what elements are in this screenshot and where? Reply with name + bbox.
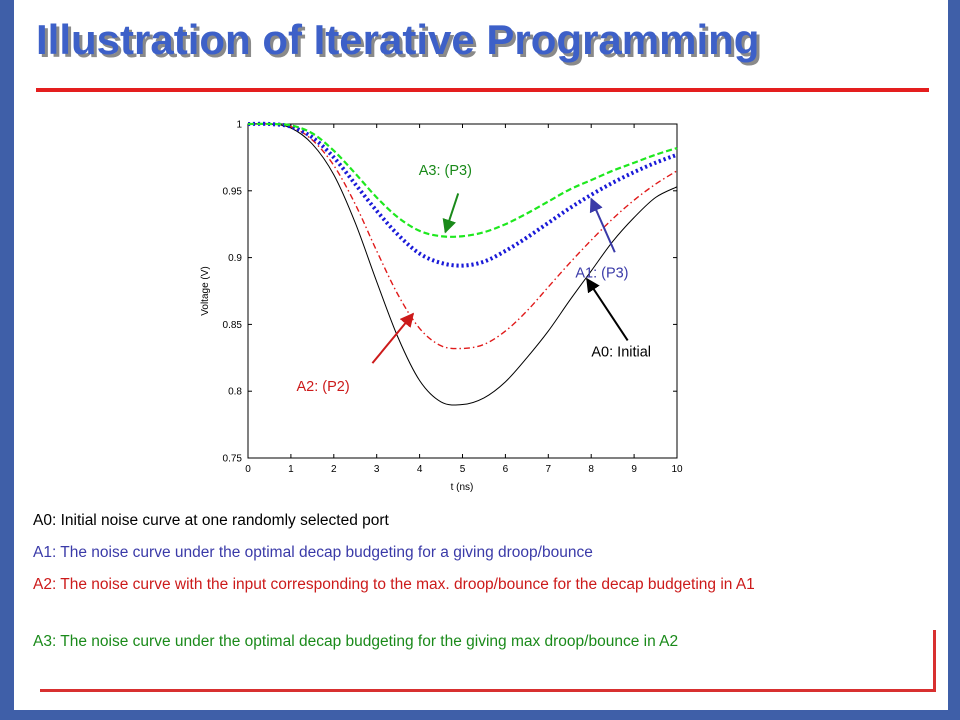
frame-left-bar — [0, 0, 14, 720]
slide-title: Illustration of Iterative Programming — [36, 16, 760, 63]
annotation-arrow-a3-p3 — [442, 193, 460, 234]
y-tick-label: 0.75 — [223, 454, 243, 465]
annotation-arrow-a0-initial — [586, 277, 629, 341]
y-tick-label: 0.95 — [223, 186, 243, 197]
y-tick-label: 1 — [236, 120, 242, 131]
voltage-chart: 0 1 2 3 4 5 6 7 8 9 10 0.75 0.8 0.85 0.9 0.95 1 A3: (P3… — [200, 120, 683, 494]
series-line-a2-p2 — [247, 123, 678, 350]
caption-a3: A3: The noise curve under the optimal de… — [33, 633, 679, 650]
x-tick-label: 4 — [417, 464, 423, 475]
annotation-label-a2-p2: A2: (P2) — [296, 379, 349, 395]
x-tick-label: 1 — [288, 464, 294, 475]
annotation-arrow-a2-p2 — [371, 312, 415, 364]
x-tick-label: 3 — [374, 464, 380, 475]
title-underline — [36, 88, 929, 92]
x-axis-label: t (ns) — [451, 482, 474, 493]
y-tick-label: 0.8 — [228, 387, 242, 398]
y-axis-ticks: 0.75 0.8 0.85 0.9 0.95 1 — [223, 120, 677, 465]
x-tick-label: 0 — [245, 464, 251, 475]
frame-bottom-bar — [0, 710, 960, 720]
annotation-label-a3-p3: A3: (P3) — [419, 163, 472, 179]
x-tick-label: 6 — [503, 464, 509, 475]
caption-a1: A1: The noise curve under the optimal de… — [33, 544, 593, 561]
annotation-label-a1-p3: A1: (P3) — [575, 266, 628, 282]
x-tick-label: 9 — [631, 464, 637, 475]
bottom-rule — [40, 689, 936, 692]
series-lines — [247, 121, 678, 406]
plot-area — [247, 123, 678, 459]
caption-a0: A0: Initial noise curve at one randomly … — [33, 512, 389, 529]
x-tick-label: 10 — [671, 464, 683, 475]
y-tick-label: 0.9 — [228, 253, 242, 264]
curve-annotations: A3: (P3) A1: (P3) A0: Initial A2: (P2) — [296, 163, 651, 395]
x-axis-ticks: 0 1 2 3 4 5 6 7 8 9 10 — [245, 124, 683, 475]
x-tick-label: 2 — [331, 464, 337, 475]
y-tick-label: 0.85 — [223, 320, 243, 331]
right-rule — [933, 630, 936, 692]
y-axis-label: Voltage (V) — [200, 266, 211, 315]
series-line-a1-p3 — [247, 121, 678, 268]
series-line-a3-p3 — [247, 122, 678, 238]
x-tick-label: 8 — [588, 464, 594, 475]
annotation-arrow-a1-p3 — [589, 197, 616, 253]
series-line-a0-initial — [247, 123, 678, 406]
frame-right-bar — [948, 0, 960, 720]
caption-a2: A2: The noise curve with the input corre… — [33, 576, 755, 593]
annotation-label-a0-initial: A0: Initial — [591, 344, 651, 360]
x-tick-label: 7 — [546, 464, 552, 475]
x-tick-label: 5 — [460, 464, 466, 475]
